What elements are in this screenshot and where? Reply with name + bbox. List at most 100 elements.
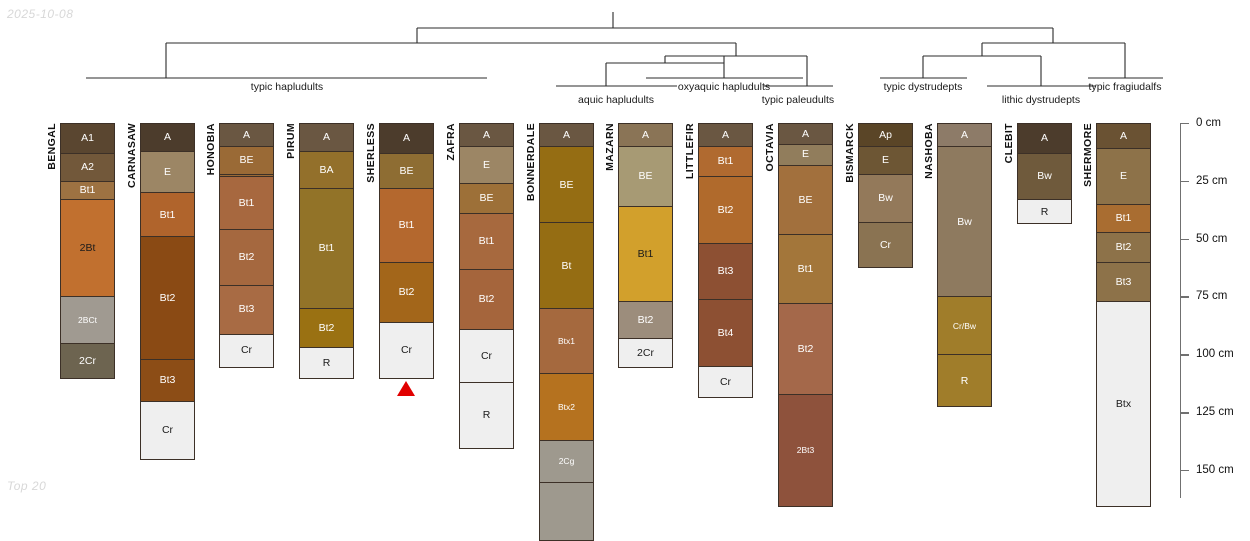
soil-horizon[interactable]: Bw	[938, 147, 991, 298]
profile-name: CARNASAW	[126, 123, 138, 189]
profile-name: SHERMORE	[1082, 123, 1094, 187]
soil-horizon[interactable]: A	[220, 124, 273, 148]
soil-horizon[interactable]: BE	[380, 154, 433, 189]
profile-column[interactable]: A BA Bt1 Bt2 R	[299, 123, 354, 380]
horizon-label: Bt1	[318, 242, 335, 255]
soil-horizon[interactable]	[540, 482, 593, 541]
soil-horizon[interactable]: R	[460, 383, 513, 448]
soil-horizon[interactable]: Btx2	[540, 373, 593, 441]
soil-horizon[interactable]: Bt2	[699, 177, 752, 245]
soil-horizon[interactable]: Bt1	[300, 188, 353, 310]
profile-name: LITTLEFIR	[684, 123, 696, 180]
soil-horizon[interactable]: Bt3	[220, 285, 273, 335]
soil-horizon[interactable]	[220, 174, 273, 178]
soil-horizon[interactable]: A	[460, 124, 513, 148]
soil-horizon[interactable]: Bt	[540, 223, 593, 310]
soil-horizon[interactable]: Cr	[699, 366, 752, 397]
soil-horizon[interactable]: A1	[61, 124, 114, 155]
soil-horizon[interactable]: 2Cr	[619, 339, 672, 367]
soil-horizon[interactable]: A	[300, 124, 353, 152]
soil-horizon[interactable]: Bt3	[141, 359, 194, 402]
soil-horizon[interactable]: BE	[220, 147, 273, 175]
soil-horizon[interactable]: Cr	[380, 322, 433, 379]
depth-tick-label: 0 cm	[1196, 117, 1221, 129]
soil-horizon[interactable]: Bt2	[779, 304, 832, 395]
soil-horizon[interactable]: Bt1	[1097, 204, 1150, 233]
soil-horizon[interactable]: Cr	[220, 334, 273, 367]
soil-horizon[interactable]: Bw	[1018, 154, 1071, 201]
soil-horizon[interactable]: Bt2	[220, 230, 273, 286]
soil-horizon[interactable]: Bt2	[460, 269, 513, 330]
soil-horizon[interactable]: Cr	[859, 223, 912, 268]
soil-horizon[interactable]: BE	[779, 165, 832, 236]
soil-horizon[interactable]: A	[540, 124, 593, 148]
horizon-label: BE	[479, 192, 494, 205]
soil-horizon[interactable]: E	[859, 147, 912, 175]
soil-horizon[interactable]: Bt1	[61, 181, 114, 201]
soil-horizon[interactable]: Bt2	[619, 302, 672, 340]
profile-column[interactable]: A BE Bt1 Bt2 Bt3 Cr	[219, 123, 274, 368]
soil-horizon[interactable]: E	[1097, 149, 1150, 205]
soil-horizon[interactable]: A	[779, 124, 832, 145]
depth-tick-label: 50 cm	[1196, 232, 1228, 245]
profile-column[interactable]: Ap E Bw Cr	[858, 123, 913, 269]
soil-horizon[interactable]: R	[1018, 200, 1071, 224]
soil-horizon[interactable]: A	[1097, 124, 1150, 150]
soil-horizon[interactable]: Bt2	[380, 262, 433, 323]
soil-horizon[interactable]: Cr/Bw	[938, 297, 991, 356]
profile-column[interactable]: A Bt1 Bt2 Bt3 Bt4 Cr	[698, 123, 753, 398]
soil-horizon[interactable]: Bt1	[699, 147, 752, 178]
soil-horizon[interactable]: BE	[460, 184, 513, 215]
soil-horizon[interactable]: E	[779, 144, 832, 166]
profile-column[interactable]: A E Bt1 Bt2 Bt3 Btx	[1096, 123, 1151, 507]
soil-horizon[interactable]: Cr	[141, 401, 194, 460]
profile-column[interactable]: A BE Bt1 Bt2 Cr	[379, 123, 434, 380]
soil-horizon[interactable]: Bt1	[141, 193, 194, 238]
soil-horizon[interactable]: Bt1	[380, 188, 433, 263]
soil-horizon[interactable]: Bt1	[619, 207, 672, 303]
soil-horizon[interactable]: A	[619, 124, 672, 148]
soil-horizon[interactable]: Bt1	[220, 177, 273, 231]
soil-horizon[interactable]: A	[1018, 124, 1071, 155]
soil-horizon[interactable]: BA	[300, 151, 353, 189]
soil-horizon[interactable]: Bt4	[699, 299, 752, 367]
soil-horizon[interactable]: Btx	[1097, 302, 1150, 506]
profile-column[interactable]: A BE Bt Btx1 Btx2 2Cg	[539, 123, 594, 541]
soil-horizon[interactable]: Bt2	[1097, 232, 1150, 263]
soil-horizon[interactable]: Ap	[859, 124, 912, 148]
profile-column[interactable]: A E Bt1 Bt2 Bt3 Cr	[140, 123, 195, 461]
soil-horizon[interactable]: E	[141, 151, 194, 194]
dendrogram-label: typic fragiudalfs	[1088, 81, 1162, 93]
soil-horizon[interactable]: E	[460, 147, 513, 185]
soil-horizon[interactable]: Bw	[859, 174, 912, 224]
soil-horizon[interactable]: 2Bt	[61, 200, 114, 298]
soil-horizon[interactable]: Bt3	[1097, 262, 1150, 303]
soil-horizon[interactable]: BE	[619, 147, 672, 208]
soil-horizon[interactable]: A2	[61, 154, 114, 182]
soil-horizon[interactable]: 2Cr	[61, 343, 114, 379]
soil-horizon[interactable]: Btx1	[540, 309, 593, 374]
horizon-label: A	[482, 128, 490, 141]
profile-column[interactable]: A Bw Cr/Bw R	[937, 123, 992, 408]
soil-horizon[interactable]: R	[938, 355, 991, 407]
profile-column[interactable]: A E BE Bt1 Bt2 Cr R	[459, 123, 514, 449]
soil-horizon[interactable]: Bt1	[460, 214, 513, 270]
soil-horizon[interactable]: Bt1	[779, 235, 832, 305]
soil-horizon[interactable]: R	[300, 348, 353, 379]
profile-column[interactable]: A BE Bt1 Bt2 2Cr	[618, 123, 673, 368]
soil-horizon[interactable]: 2Bt3	[779, 394, 832, 506]
soil-horizon[interactable]: Cr	[460, 329, 513, 384]
soil-horizon[interactable]: A	[699, 124, 752, 148]
soil-horizon[interactable]: A	[380, 124, 433, 155]
soil-horizon[interactable]: A	[141, 124, 194, 152]
soil-horizon[interactable]: A	[938, 124, 991, 148]
soil-horizon[interactable]: Bt3	[699, 244, 752, 300]
soil-horizon[interactable]: BE	[540, 147, 593, 224]
soil-horizon[interactable]: 2Cg	[540, 440, 593, 483]
soil-horizon[interactable]: Bt2	[300, 309, 353, 349]
profile-column[interactable]: A1 A2 Bt1 2Bt 2BCt 2Cr	[60, 123, 115, 380]
profile-column[interactable]: A Bw R	[1017, 123, 1072, 225]
soil-horizon[interactable]: Bt2	[141, 237, 194, 360]
soil-horizon[interactable]: 2BCt	[61, 297, 114, 344]
profile-column[interactable]: A E BE Bt1 Bt2 2Bt3	[778, 123, 833, 507]
